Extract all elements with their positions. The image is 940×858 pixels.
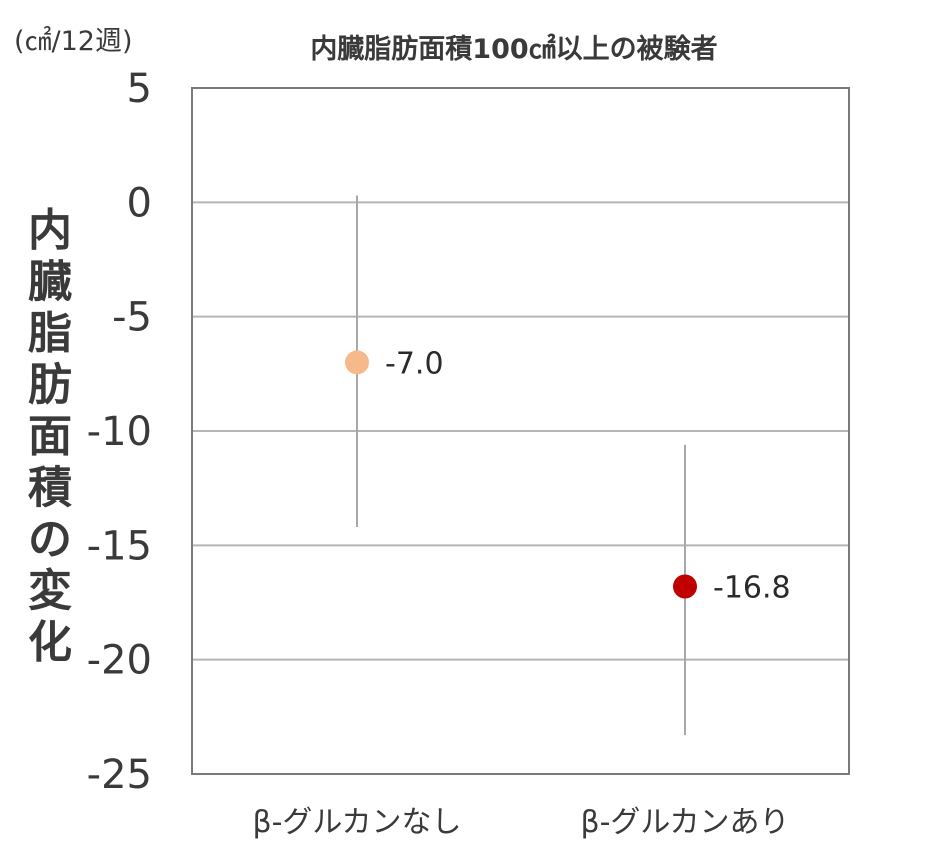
y-axis-label-char: 肪	[28, 360, 72, 411]
gridlines	[192, 201, 849, 661]
y-axis-label-char: 内	[28, 205, 72, 256]
y-tick-label: -25	[87, 752, 152, 798]
y-axis-label-char: 化	[28, 617, 72, 668]
y-axis-label-char: 脂	[28, 308, 72, 359]
category-labels: β-グルカンなし β-グルカンあり	[252, 805, 789, 840]
chart-title: 内臓脂肪面積100㎠以上の被験者	[310, 33, 717, 65]
y-tick-label: -5	[112, 295, 152, 341]
data-labels: -7.0 -16.8	[385, 346, 791, 605]
data-point	[673, 574, 697, 599]
y-axis-label-char: 面	[28, 411, 72, 462]
plot-frame	[191, 87, 850, 775]
unit-label: (㎠/12週)	[14, 26, 133, 57]
data-points	[345, 350, 697, 599]
y-axis-label-char: の	[28, 514, 72, 565]
y-tick-labels: 5 0 -5 -10 -15 -20 -25	[87, 66, 152, 798]
y-tick-label: -10	[87, 409, 152, 455]
y-axis-label-char: 積	[28, 463, 72, 514]
data-label: -7.0	[385, 346, 444, 381]
category-label: β-グルカンあり	[580, 805, 789, 840]
y-axis-label-char: 臓	[28, 257, 72, 308]
y-tick-label: 5	[127, 66, 152, 112]
data-point	[345, 350, 369, 375]
data-label: -16.8	[713, 570, 791, 605]
category-label: β-グルカンなし	[252, 805, 461, 840]
y-axis-label-char: 変	[28, 566, 72, 617]
error-bars	[356, 195, 686, 736]
y-tick-label: -15	[87, 523, 152, 569]
y-tick-label: 0	[127, 180, 152, 226]
y-tick-label: -20	[87, 638, 152, 684]
